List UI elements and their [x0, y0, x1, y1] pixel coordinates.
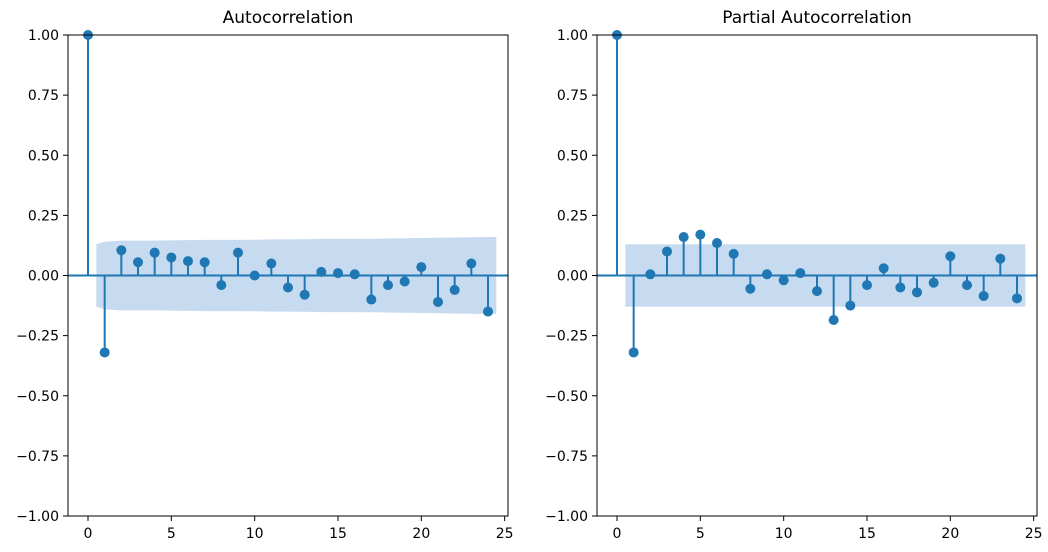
stem-marker: [695, 229, 706, 240]
stem-marker: [878, 263, 889, 274]
stem-marker: [399, 276, 410, 287]
stem-marker: [133, 257, 143, 268]
y-tick-label: −0.25: [545, 329, 588, 345]
stem-marker: [945, 251, 956, 262]
stem-marker: [233, 247, 243, 258]
autocorrelation-panel: Autocorrelation 1.00 0.75 0.50 0.25 0.00 −0.2…: [16, 8, 513, 542]
y-tick-label: −0.50: [16, 389, 59, 405]
y-tick-label: −0.75: [16, 449, 59, 465]
stem-marker: [928, 277, 939, 288]
stem-marker: [483, 306, 493, 317]
y-tick-label: 0.25: [28, 208, 59, 224]
partial-autocorrelation-panel: Partial Autocorrelation 1.00 0.75 0.50 0.25…: [545, 8, 1042, 542]
x-tick-label: 0: [84, 526, 93, 542]
stem-marker: [745, 283, 756, 294]
y-tick-label: −0.50: [545, 389, 588, 405]
y-tick-label: −1.00: [16, 509, 59, 525]
stem-marker: [845, 300, 856, 311]
stem-marker: [678, 232, 689, 243]
stem-marker: [662, 246, 672, 257]
stem-marker: [383, 280, 393, 291]
stem-marker: [862, 280, 872, 291]
x-tick-label: 25: [1025, 526, 1043, 542]
stem-marker: [795, 268, 806, 279]
stem-marker: [645, 269, 656, 280]
y-tick-label: 1.00: [28, 28, 59, 44]
y-tick-label: 0.00: [557, 269, 588, 285]
stem-marker: [99, 347, 110, 358]
stem-marker: [978, 290, 989, 301]
stem-marker: [183, 256, 193, 267]
chart-title: Autocorrelation: [223, 8, 354, 28]
stem-marker: [628, 347, 639, 358]
stem-marker: [216, 280, 227, 291]
y-tick-label: 1.00: [557, 28, 588, 44]
stem-marker: [433, 296, 443, 307]
stem-marker: [912, 287, 922, 298]
stem-marker: [333, 268, 343, 279]
x-tick-label: 15: [858, 526, 876, 542]
stem-marker: [366, 294, 377, 305]
stem-marker: [199, 257, 210, 268]
chart-title: Partial Autocorrelation: [722, 8, 912, 28]
stem-marker: [812, 286, 822, 297]
stem-marker: [1012, 293, 1022, 304]
x-tick-label: 20: [412, 526, 430, 542]
stem-marker: [349, 269, 360, 280]
x-tick-label: 5: [696, 526, 705, 542]
x-tick-label: 15: [329, 526, 347, 542]
stem-marker: [449, 284, 460, 295]
stem-marker: [249, 270, 260, 281]
stem-marker: [762, 269, 772, 280]
stem-marker: [728, 248, 739, 259]
y-tick-label: −0.25: [16, 329, 59, 345]
stem-marker: [416, 262, 427, 273]
stem-marker: [116, 245, 127, 256]
stem-marker: [166, 252, 177, 263]
stem-marker: [895, 282, 906, 293]
y-tick-label: 0.25: [557, 208, 588, 224]
y-tick-label: 0.50: [28, 148, 59, 164]
stem-marker: [316, 266, 327, 277]
y-tick-label: −0.75: [545, 449, 588, 465]
x-tick-label: 5: [167, 526, 176, 542]
y-tick-label: 0.75: [557, 88, 588, 104]
y-tick-label: 0.50: [557, 148, 588, 164]
stem-marker: [149, 247, 160, 258]
stem-marker: [962, 280, 972, 291]
y-tick-label: 0.75: [28, 88, 59, 104]
stem-marker: [266, 258, 277, 269]
stem-marker: [299, 289, 310, 300]
stem-marker: [828, 314, 839, 325]
y-tick-label: 0.00: [28, 269, 59, 285]
x-tick-label: 25: [496, 526, 514, 542]
stem-marker: [283, 282, 293, 293]
x-tick-label: 10: [246, 526, 264, 542]
x-tick-label: 10: [775, 526, 793, 542]
x-tick-label: 20: [941, 526, 959, 542]
stem-marker: [466, 258, 477, 269]
stem-marker: [995, 253, 1006, 264]
stem-marker: [712, 238, 722, 249]
x-tick-label: 0: [613, 526, 622, 542]
stem-marker: [778, 275, 789, 286]
y-tick-label: −1.00: [545, 509, 588, 525]
